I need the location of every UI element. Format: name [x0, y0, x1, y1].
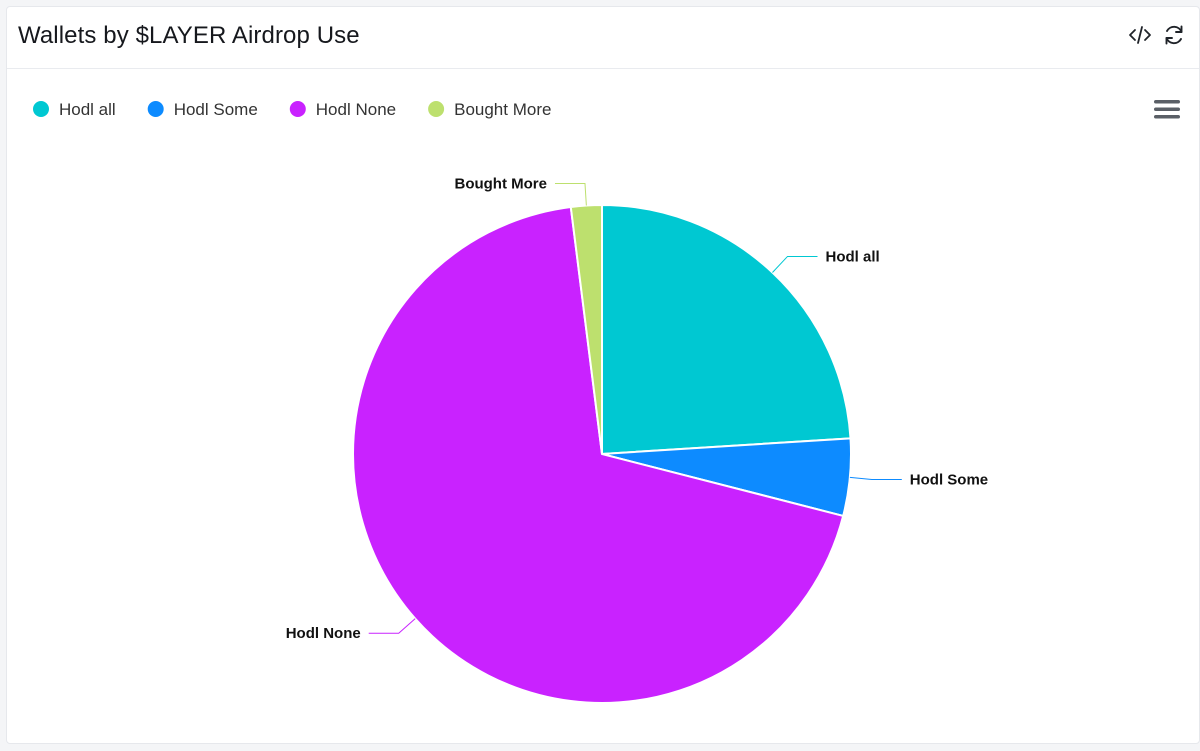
label-connector-hodl-some	[849, 476, 902, 481]
label-connector-hodl-all	[772, 255, 818, 273]
legend-label-bought-more: Bought More	[454, 100, 551, 119]
hamburger-menu-icon[interactable]	[1154, 100, 1180, 119]
card-header: Wallets by $LAYER Airdrop Use	[7, 7, 1199, 69]
slice-labels: Hodl all Hodl Some Hodl None Bought More	[286, 176, 988, 643]
pie-slices	[352, 204, 852, 704]
refresh-icon[interactable]	[1162, 23, 1186, 47]
slice-label-hodl-none: Hodl None	[286, 625, 361, 642]
legend-marker-hodl-all	[33, 101, 49, 117]
legend-item-hodl-none[interactable]: Hodl None	[289, 100, 396, 119]
legend-label-hodl-all: Hodl all	[59, 100, 116, 119]
legend-marker-hodl-none	[289, 101, 306, 117]
label-connector-hodl-none	[368, 618, 416, 634]
code-icon[interactable]	[1128, 23, 1152, 47]
slice-label-bought-more: Bought More	[454, 176, 546, 193]
legend-label-hodl-some: Hodl Some	[174, 100, 258, 119]
slice-label-hodl-all: Hodl all	[826, 248, 880, 265]
label-connector-bought-more	[554, 183, 587, 206]
legend-item-bought-more[interactable]: Bought More	[428, 100, 551, 119]
legend-item-hodl-all[interactable]: Hodl all	[33, 100, 116, 119]
chart-title: Wallets by $LAYER Airdrop Use	[18, 22, 360, 49]
legend-item-hodl-some[interactable]: Hodl Some	[147, 100, 258, 119]
chart-legend: Hodl all Hodl Some Hodl None Bought More	[33, 100, 551, 119]
pie-slice-hodl-all[interactable]	[601, 204, 852, 455]
pie-slice-hodl-none[interactable]	[352, 205, 845, 704]
slice-label-hodl-some: Hodl Some	[910, 472, 988, 489]
legend-marker-bought-more	[428, 101, 445, 117]
legend-label-hodl-none: Hodl None	[316, 100, 396, 119]
legend-marker-hodl-some	[147, 101, 164, 117]
